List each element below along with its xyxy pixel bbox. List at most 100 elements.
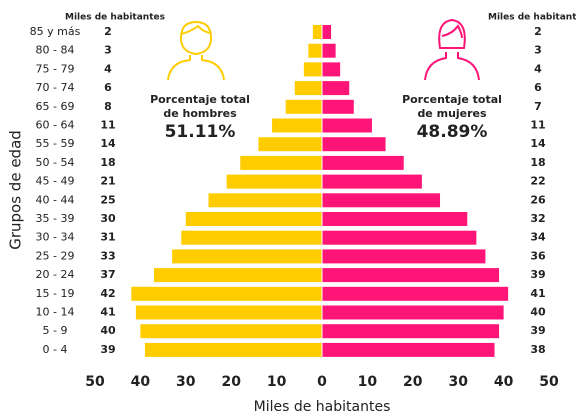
value-label: 18: [530, 156, 545, 169]
x-tick-label: 20: [221, 374, 241, 390]
value-label: 11: [100, 119, 115, 132]
column-header: Miles de habitantes: [65, 13, 165, 23]
category-label: 65 - 69: [36, 100, 75, 113]
category-label: 35 - 39: [36, 212, 75, 225]
bar: [322, 155, 404, 170]
bar: [322, 193, 441, 208]
category-label: 50 - 54: [36, 156, 75, 169]
category-label: 55 - 59: [36, 137, 75, 150]
value-label: 7: [534, 100, 542, 113]
value-label: 41: [100, 306, 115, 319]
category-label: 85 y más: [30, 25, 81, 38]
value-label: 14: [530, 137, 546, 150]
category-label: 40 - 44: [36, 193, 75, 206]
value-label: 38: [530, 343, 545, 356]
bar: [322, 249, 486, 264]
category-label: 10 - 14: [36, 306, 75, 319]
value-label: 41: [530, 287, 545, 300]
value-label: 32: [530, 212, 545, 225]
x-tick-label: 40: [131, 374, 151, 390]
caption: Porcentaje total: [402, 93, 502, 106]
bar: [294, 81, 322, 96]
value-label: 37: [100, 268, 115, 281]
total-percent: 48.89%: [417, 122, 488, 142]
value-label: 8: [104, 100, 112, 113]
value-label: 3: [534, 44, 542, 57]
x-tick-label: 10: [358, 374, 378, 390]
x-tick-label: 0: [317, 374, 327, 390]
value-label: 4: [534, 62, 542, 75]
bar: [322, 305, 504, 320]
bar: [322, 174, 422, 189]
value-label: 4: [104, 62, 112, 75]
column-header: Miles de habitantes: [488, 13, 576, 23]
category-label: 75 - 79: [36, 62, 75, 75]
value-label: 18: [100, 156, 115, 169]
value-label: 39: [530, 324, 545, 337]
value-label: 14: [100, 137, 116, 150]
bar: [322, 137, 386, 152]
bar: [308, 43, 322, 58]
bar: [226, 174, 322, 189]
value-label: 42: [100, 287, 115, 300]
bar: [322, 268, 500, 283]
category-label: 60 - 64: [36, 119, 75, 132]
x-tick-label: 30: [448, 374, 468, 390]
value-label: 36: [530, 249, 546, 262]
value-label: 21: [100, 175, 115, 188]
caption: de mujeres: [417, 107, 487, 120]
bar: [258, 137, 322, 152]
x-tick-label: 50: [539, 374, 559, 390]
bar: [144, 342, 322, 357]
bar: [240, 155, 322, 170]
bar: [322, 286, 509, 301]
x-tick-label: 10: [267, 374, 287, 390]
bar: [172, 249, 322, 264]
bar: [154, 268, 322, 283]
value-label: 31: [100, 231, 115, 244]
bar: [322, 212, 468, 226]
category-label: 0 - 4: [43, 343, 68, 356]
value-label: 2: [534, 25, 542, 38]
value-label: 30: [100, 212, 116, 225]
value-label: 3: [104, 44, 112, 57]
bar: [322, 118, 372, 133]
bar: [185, 212, 322, 226]
bar: [312, 25, 322, 39]
bar: [322, 25, 332, 39]
value-label: 11: [530, 119, 545, 132]
bar: [303, 62, 322, 77]
bar: [140, 324, 322, 339]
bar: [285, 99, 322, 114]
bar: [181, 230, 322, 245]
x-axis-label: Miles de habitantes: [254, 399, 391, 415]
value-label: 26: [530, 193, 546, 206]
value-label: 6: [104, 81, 112, 94]
category-label: 25 - 29: [36, 249, 75, 262]
bar: [322, 62, 341, 77]
bar: [272, 118, 322, 133]
x-tick-label: 40: [494, 374, 514, 390]
category-label: 45 - 49: [36, 175, 75, 188]
category-label: 80 - 84: [36, 44, 75, 57]
category-label: 70 - 74: [36, 81, 75, 94]
bar: [322, 81, 350, 96]
bar: [208, 193, 322, 208]
value-label: 34: [530, 231, 546, 244]
bar: [322, 342, 495, 357]
value-label: 22: [530, 175, 545, 188]
bar: [322, 43, 336, 58]
x-tick-label: 30: [176, 374, 196, 390]
value-label: 39: [100, 343, 115, 356]
bar: [322, 99, 354, 114]
x-tick-label: 50: [85, 374, 105, 390]
value-label: 40: [100, 324, 116, 337]
bar: [131, 286, 322, 301]
value-label: 40: [530, 306, 546, 319]
bar: [322, 230, 477, 245]
value-label: 2: [104, 25, 112, 38]
total-percent: 51.11%: [165, 122, 236, 142]
category-label: 30 - 34: [36, 231, 75, 244]
bar: [135, 305, 322, 320]
